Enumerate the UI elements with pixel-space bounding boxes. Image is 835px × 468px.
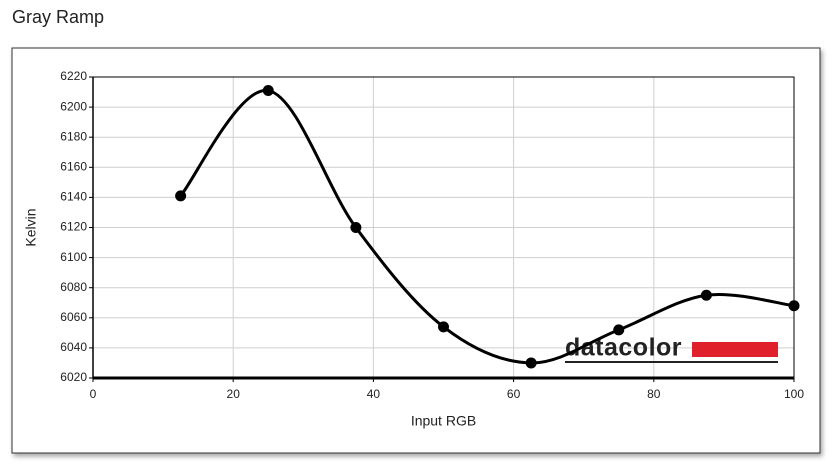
frame [11,47,821,454]
watermark-bar [692,342,778,357]
y-tick-label: 6160 [60,159,87,173]
x-axis-label: Input RGB [411,413,476,429]
y-tick-label: 6180 [60,129,87,143]
x-tick-label: 100 [784,387,804,401]
y-axis-label: Kelvin [23,208,39,246]
point [438,321,449,333]
y-tick-label: 6080 [60,280,87,294]
y-tick-label: 6120 [60,220,87,234]
point [613,324,625,336]
y-tick-label: 6040 [60,340,87,354]
x-tick-label: 80 [647,387,661,401]
x-tick-label: 60 [507,387,521,401]
y-tick-label: 6200 [60,99,87,113]
y-tick-label: 6100 [60,250,87,264]
point [175,190,187,202]
point [350,222,362,233]
point [525,357,537,369]
x-tick-label: 40 [367,387,381,401]
point [262,85,274,97]
x-tick-label: 20 [227,387,241,401]
y-tick-label: 6060 [60,310,87,324]
point [788,300,800,312]
y-tick-label: 6220 [60,69,87,83]
x-tick-label: 0 [90,387,97,401]
y-tick-label: 6020 [60,370,87,384]
point [700,289,712,301]
y-tick-label: 6140 [60,190,87,204]
chart-title: Gray Ramp [12,7,104,27]
